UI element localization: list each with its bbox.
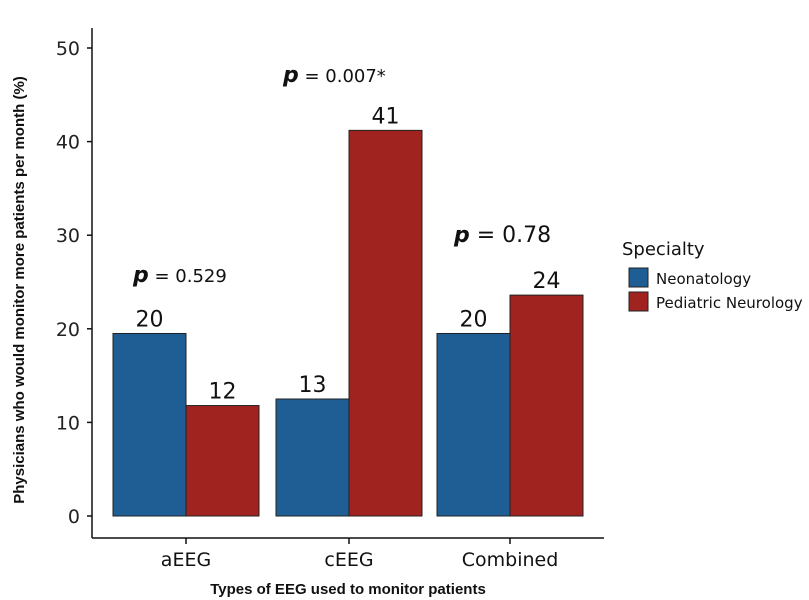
data-label: 20 (460, 307, 488, 332)
x-ticks: aEEG cEEG Combined (161, 538, 558, 571)
value-labels: 20 12 13 41 20 24 (136, 104, 561, 404)
pvalue-aeeg: p = 0.529 (132, 263, 227, 288)
y-tick-label: 40 (56, 132, 80, 154)
bar-combined-neonatology (436, 332, 511, 517)
legend-title: Specialty (622, 239, 705, 260)
y-tick-label: 0 (68, 506, 80, 528)
x-tick-label: aEEG (161, 549, 211, 571)
y-tick-label: 10 (56, 412, 80, 434)
data-label: 12 (209, 380, 237, 405)
bars (112, 129, 584, 517)
x-tick-label: Combined (462, 549, 559, 571)
bar-aeeg-neonatology (112, 332, 187, 517)
data-label: 24 (533, 269, 561, 294)
bar-aeeg-pediatric-neurology (185, 405, 260, 517)
y-ticks: 0 10 20 30 40 50 (56, 38, 92, 528)
x-axis-title: Types of EEG used to monitor patients (210, 581, 486, 598)
legend-swatch-neonatology (628, 267, 649, 288)
data-label: 13 (299, 373, 327, 398)
pvalue-combined: p = 0.78 (453, 223, 551, 248)
data-label: 41 (372, 104, 400, 129)
data-label: 20 (136, 307, 164, 332)
legend-label-pediatric-neurology: Pediatric Neurology (656, 294, 803, 312)
y-tick-label: 50 (56, 38, 80, 60)
legend-label-neonatology: Neonatology (656, 270, 751, 288)
pvalue-ceeg: p = 0.007* (282, 63, 386, 88)
bar-ceeg-pediatric-neurology (348, 129, 423, 517)
bar-ceeg-neonatology (275, 398, 350, 517)
y-tick-label: 30 (56, 225, 80, 247)
y-tick-label: 20 (56, 319, 80, 341)
x-tick-label: cEEG (324, 549, 373, 571)
legend-swatch-pediatric-neurology (628, 291, 649, 312)
bar-combined-pediatric-neurology (509, 294, 584, 517)
y-axis-title: Physicians who would monitor more patien… (11, 76, 28, 504)
